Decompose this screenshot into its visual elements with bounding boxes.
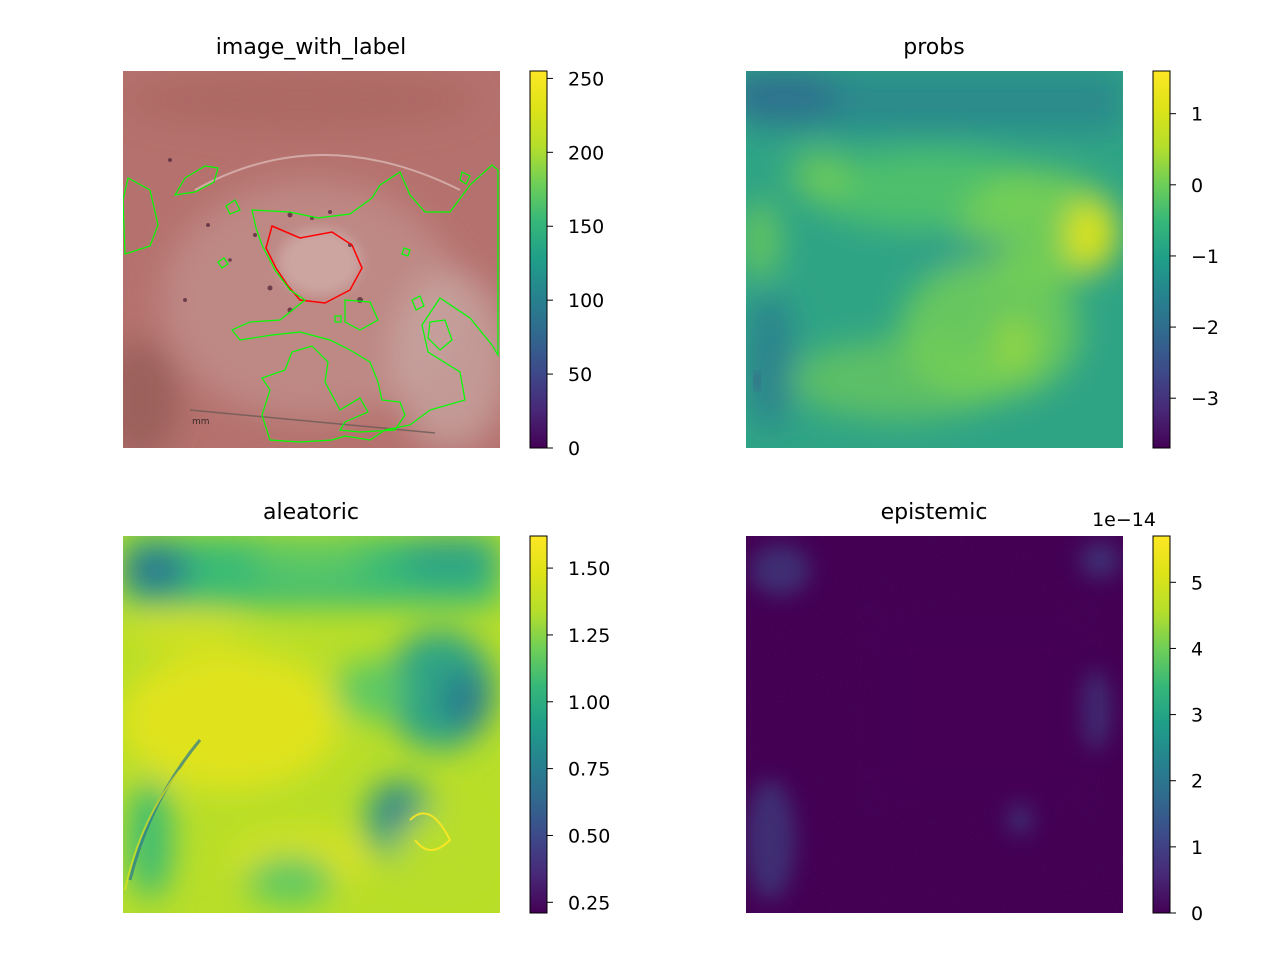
colorbar-tick-label: 1.00: [568, 692, 610, 714]
colorbar-offset-text: 1e−14: [1092, 509, 1156, 531]
panel-aleatoric: aleatoric: [123, 500, 500, 913]
colorbar-tick-label: 3: [1191, 705, 1203, 727]
colorbar-tick-label: 0: [568, 438, 580, 460]
epistemic-heatmap: [746, 536, 1123, 913]
aleatoric-heatmap: [123, 536, 500, 913]
colorbar-tick-label: 200: [568, 142, 604, 164]
colorbar-epistemic: 0 1 2 3 4 5: [1152, 535, 1203, 925]
colorbar-tick-label: −1: [1191, 246, 1219, 268]
colorbar-tick-label: 1.50: [568, 558, 610, 580]
colorbar-tick-label: 1: [1191, 104, 1203, 126]
colorbar-tick-label: 0.50: [568, 825, 610, 847]
panel-image-with-label: image_with_label mm: [123, 35, 500, 448]
panel-title: aleatoric: [263, 500, 359, 525]
colorbar-tick-label: 1: [1191, 837, 1203, 859]
colorbar-tick-label: 0.75: [568, 759, 610, 781]
colorbar-tick-label: −2: [1191, 317, 1219, 339]
ruler-text: mm: [192, 417, 210, 427]
label-contour: [265, 224, 363, 304]
skin-image: mm: [123, 71, 500, 448]
colorbar-tick-label: 0.25: [568, 892, 610, 914]
panel-title: epistemic: [881, 500, 988, 525]
colorbar-tick-label: 50: [568, 364, 592, 386]
panel-epistemic: epistemic 1e−14: [746, 500, 1156, 913]
colorbar-tick-label: 0: [1191, 903, 1203, 925]
colorbar-tick-label: 4: [1191, 638, 1203, 660]
colorbar-tick-label: 100: [568, 290, 604, 312]
colorbar-tick-label: 0: [1191, 175, 1203, 197]
prediction-contours: [123, 164, 499, 443]
colorbar-tick-label: 5: [1191, 572, 1203, 594]
colorbar-probs: −3 −2 −1 0 1: [1152, 70, 1219, 449]
panel-probs: probs: [746, 35, 1123, 448]
panel-title: probs: [903, 35, 964, 60]
colorbar-image-with-label: 0 50 100 150 200 250: [529, 68, 604, 460]
colorbar-tick-label: 150: [568, 216, 604, 238]
colorbar-aleatoric: 0.25 0.50 0.75 1.00 1.25 1.50: [529, 535, 610, 914]
panel-title: image_with_label: [216, 35, 406, 60]
colorbar-tick-label: 250: [568, 68, 604, 90]
colorbar-tick-label: 1.25: [568, 625, 610, 647]
colorbar-tick-label: 2: [1191, 771, 1203, 793]
colorbar-tick-label: −3: [1191, 388, 1219, 410]
probs-heatmap: [746, 71, 1123, 448]
